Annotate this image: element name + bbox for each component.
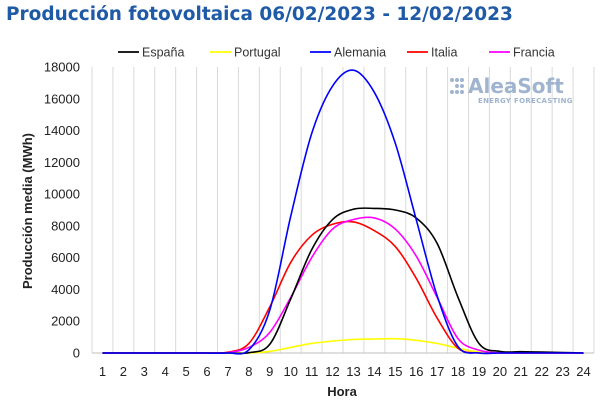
y-tick-label: 0 [73,346,80,361]
legend-item-alemania: Alemania [310,46,386,60]
x-tick-label: 6 [203,364,210,379]
x-tick-label: 10 [283,364,297,379]
x-tick-label: 8 [245,364,252,379]
x-tick-label: 13 [346,364,360,379]
y-tick-label: 10000 [44,187,80,202]
x-tick-label: 9 [266,364,273,379]
logo-main-text: AleaSoft [468,74,564,98]
y-tick-label: 2000 [51,314,80,329]
x-tick-label: 19 [472,364,486,379]
legend-item-portugal: Portugal [210,46,281,60]
x-tick-label: 16 [409,364,423,379]
chart-title: Producción fotovoltaica 06/02/2023 - 12/… [6,4,513,25]
x-tick-label: 2 [120,364,127,379]
logo-sub-text: ENERGY FORECASTING [478,97,573,105]
legend-label: Francia [513,46,555,60]
y-tick-label: 8000 [51,218,80,233]
y-tick-label: 16000 [44,91,80,106]
x-tick-label: 14 [367,364,381,379]
x-tick-label: 18 [451,364,465,379]
x-tick-label: 7 [224,364,231,379]
x-tick-label: 12 [325,364,339,379]
x-tick-label: 3 [141,364,148,379]
series-lines [102,69,584,355]
x-tick-label: 5 [183,364,190,379]
y-tick-label: 14000 [44,123,80,138]
series-line-alemania [102,69,584,355]
legend-item-francia: Francia [489,46,555,60]
legend-label: Portugal [234,46,281,60]
x-axis-label: Hora [327,384,357,399]
x-tick-label: 22 [534,364,548,379]
x-tick-label: 20 [493,364,507,379]
legend-item-italia: Italia [407,46,457,60]
legend: España Portugal Alemania Italia Francia [118,46,555,60]
x-tick-labels: 1 2 3 4 5 6 7 8 9 10 11 12 13 14 15 16 17 18 19 20 21 22 23 24 [99,364,591,379]
x-tick-label: 17 [430,364,444,379]
y-tick-label: 12000 [44,155,80,170]
y-tick-label: 6000 [51,250,80,265]
x-tick-label: 21 [514,364,528,379]
y-tick-label: 4000 [51,282,80,297]
x-tick-label: 1 [99,364,106,379]
y-axis-label: Producción media (MWh) [20,133,35,289]
legend-item-espana: España [118,46,184,60]
legend-label: España [142,46,184,60]
legend-label: Alemania [334,46,386,60]
x-tick-label: 24 [576,364,590,379]
y-tick-label: 18000 [44,60,80,75]
y-tick-labels: 0 2000 4000 6000 8000 10000 12000 14000 16000 180… [44,60,80,361]
x-tick-label: 23 [555,364,569,379]
x-tick-label: 4 [162,364,169,379]
aleasoft-logo: AleaSoft ENERGY FORECASTING [450,74,573,105]
x-tick-label: 15 [388,364,402,379]
legend-label: Italia [431,46,457,60]
grid-lines [91,67,595,353]
x-tick-label: 11 [305,364,319,379]
logo-dots-icon [450,78,464,94]
